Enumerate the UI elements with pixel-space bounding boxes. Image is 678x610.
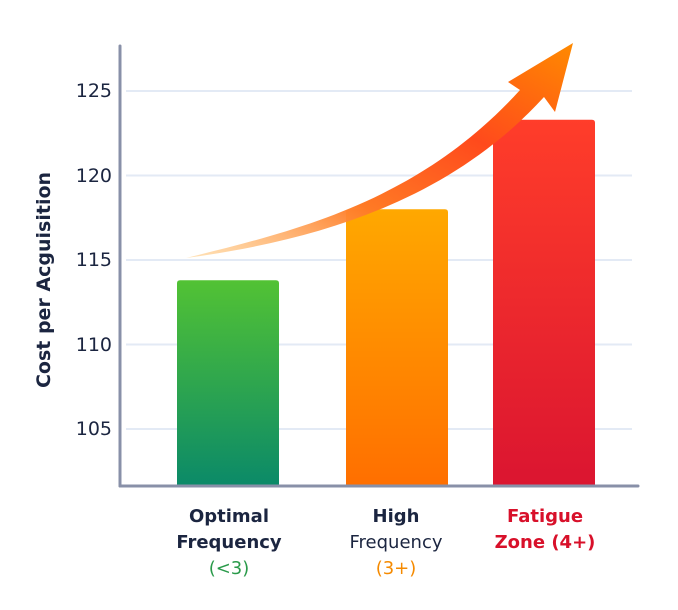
category-line2: Zone (4+) xyxy=(494,532,596,553)
bar-2 xyxy=(493,119,595,485)
y-tick-120: 120 xyxy=(75,165,112,187)
bar-1 xyxy=(346,209,448,486)
category-line2: Frequency xyxy=(176,532,282,553)
category-label-optimal: Optimal Frequency (<3) xyxy=(149,504,309,582)
category-line1: Optimal xyxy=(188,506,270,527)
category-label-fatigue: Fatigue Zone (4+) xyxy=(465,504,625,556)
category-line1: High xyxy=(372,506,420,527)
bars xyxy=(177,119,595,486)
category-line3: (<3) xyxy=(208,558,250,579)
y-tick-110: 110 xyxy=(75,334,112,356)
y-tick-125: 125 xyxy=(75,80,112,102)
bar-0 xyxy=(177,280,279,485)
category-label-high: High Frequency (3+) xyxy=(316,504,476,582)
category-line1: Fatigue xyxy=(506,506,584,527)
y-tick-115: 115 xyxy=(75,249,112,271)
y-axis-label: Cost per Acguisition xyxy=(33,171,55,389)
y-tick-105: 105 xyxy=(75,418,112,440)
category-line2: Frequency xyxy=(349,532,443,553)
category-line3: (3+) xyxy=(375,558,417,579)
